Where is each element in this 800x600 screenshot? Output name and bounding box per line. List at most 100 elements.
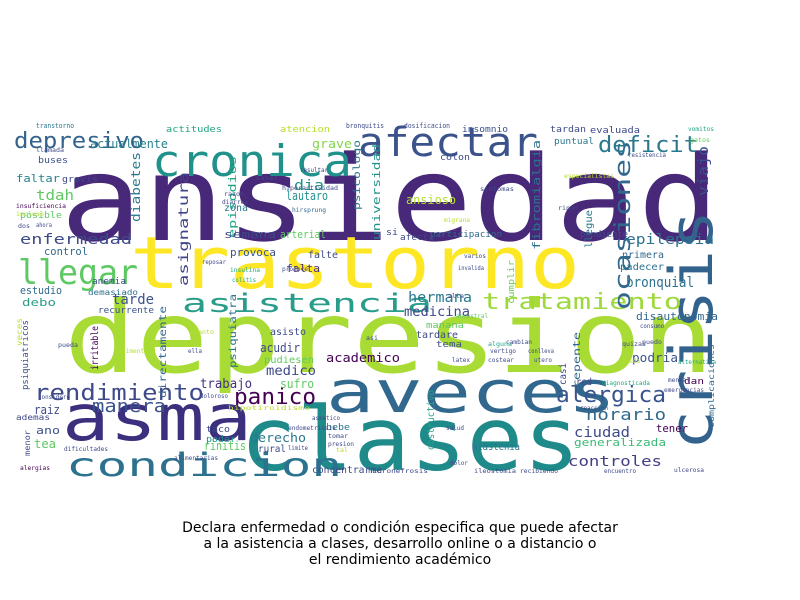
cloud-word-tea: tea: [34, 437, 56, 451]
cloud-word-bebe: bebe: [326, 423, 350, 433]
caption-line-2: a la asistencia a clases, desarrollo onl…: [203, 536, 597, 552]
figure-caption: Declara enfermedad o condición especific…: [150, 520, 650, 568]
cloud-word-migrana: migrana: [444, 217, 470, 224]
cloud-word-ansiedad: ansiedad: [60, 130, 720, 268]
cloud-word-posible: posible: [20, 211, 62, 221]
cloud-word-asmatico: asmatico: [312, 415, 340, 422]
cloud-word-obstructivo: obstructivo: [426, 390, 437, 450]
cloud-word-dos: dos: [18, 223, 30, 230]
cloud-word-raiz: raiz: [34, 403, 60, 417]
cloud-word-depresion: depresion: [64, 279, 714, 396]
cloud-word-conlleva: conlleva: [528, 348, 554, 355]
cloud-word-ancestral: ancestral: [456, 313, 488, 320]
cloud-word-trabajo: trabajo: [200, 377, 252, 392]
cloud-word-varios: varios: [464, 253, 486, 260]
cloud-word-bronquitis: bronquitis: [346, 122, 384, 130]
cloud-word-anemia: anemia: [92, 277, 126, 287]
cloud-word-grave: grave: [312, 137, 352, 151]
cloud-word-psiquiatra: psiquiatra: [228, 294, 239, 368]
cloud-word-deficit: deficit: [598, 133, 698, 158]
cloud-word-ileostomia: ileostomia: [474, 468, 516, 475]
cloud-word-ano: ano: [36, 424, 60, 437]
cloud-word-actualmente: actualmente: [90, 137, 168, 151]
cloud-word-razon: razon: [224, 191, 244, 198]
cloud-word-medicina: medicina: [404, 305, 470, 320]
cloud-word-epilepsia: epilepsia: [626, 232, 714, 248]
cloud-word-alergias: alergias: [20, 465, 50, 472]
cloud-word-latex: latex: [452, 357, 470, 364]
cloud-word-hermana: hermana: [408, 290, 472, 306]
cloud-word-asisto: asisto: [270, 327, 306, 338]
cloud-word-alimentarias: alimentarias: [174, 455, 218, 462]
cloud-word-insuficiencia: insuficiencia: [16, 203, 66, 210]
cloud-word-taco: taco: [206, 425, 230, 435]
cloud-word-dificultades: dificultades: [64, 446, 108, 453]
cloud-word-tardare: tardare: [416, 330, 458, 341]
cloud-word-tardan: tardan: [550, 125, 586, 135]
cloud-word-cumplir: cumplir: [507, 259, 517, 304]
cloud-word-salud: salud: [446, 425, 464, 432]
cloud-word-controles: controles: [568, 454, 662, 470]
cloud-word-tal: tal: [336, 447, 348, 454]
cloud-word-condicion: condicion: [66, 446, 342, 484]
cloud-word-gravis: gravis: [62, 175, 98, 185]
cloud-word-si: si: [386, 228, 398, 238]
cloud-word-rendimiento: rendimiento: [34, 381, 204, 406]
cloud-word-dan: dan: [684, 377, 704, 387]
cloud-word-ahora: ahora: [36, 222, 52, 229]
cloud-word-alta: alta: [448, 293, 464, 300]
cloud-word-medico: medico: [266, 364, 316, 379]
cloud-word-colitis: colitis: [232, 277, 256, 284]
cloud-word-puedo: puedo: [642, 339, 662, 346]
cloud-word-bronquial: bronquial: [626, 275, 694, 291]
cloud-word-complicaciones: complicaciones: [707, 344, 716, 428]
cloud-word-resultar: resultar: [300, 167, 328, 174]
cloud-word-alguna: alguna: [488, 341, 512, 348]
cloud-word-produce: produce: [282, 266, 308, 273]
cloud-word-faltar: faltar: [16, 172, 60, 185]
cloud-word-asi: asi: [366, 335, 378, 342]
cloud-word-especialistas: especialistas: [564, 173, 614, 180]
cloud-word-zona: zona: [224, 203, 248, 214]
cloud-word-afecta: afecta: [400, 233, 434, 243]
cloud-word-recurrente: recurrente: [98, 306, 154, 316]
cloud-word-falta: falta: [286, 262, 320, 275]
cloud-word-poder: poder: [206, 435, 237, 445]
cloud-word-pendiente: pendiente: [580, 230, 628, 240]
cloud-word-actitudes: actitudes: [166, 125, 222, 135]
cloud-word-generalizada: generalizada: [574, 436, 666, 449]
cloud-word-semana: semana: [224, 228, 276, 241]
cloud-word-psiquiatricos: psiquiatricos: [21, 320, 31, 390]
cloud-word-insomnio: insomnio: [462, 125, 508, 135]
cloud-word-trastorno: trastorno: [130, 221, 580, 305]
cloud-word-crisis: crisis: [657, 210, 727, 450]
cloud-word-ademas: ademas: [16, 413, 50, 422]
cloud-word-provoca: provoca: [230, 246, 276, 259]
cloud-word-evaluada: evaluada: [590, 126, 640, 136]
cloud-word-rural: rural: [258, 444, 286, 455]
cloud-word-llegar: llegar: [18, 253, 138, 293]
cloud-word-quizas: quizas: [622, 341, 646, 348]
cloud-word-diabetes: diabetes: [129, 152, 143, 222]
cloud-word-aveces: aveces: [326, 358, 616, 426]
cloud-word-incluso: incluso: [16, 211, 44, 218]
cloud-word-utero: utero: [534, 357, 552, 364]
cloud-word-participacion: participacion: [430, 230, 502, 240]
cloud-word-acudir: acudir: [260, 341, 300, 355]
cloud-word-miastenia: miastenia: [472, 442, 520, 453]
cloud-word-asma: asma: [62, 382, 252, 456]
cloud-word-encuentro: encuentro: [604, 468, 636, 475]
cloud-word-ansioso: ansioso: [406, 193, 456, 207]
cloud-word-hidronefrosis: hidronefrosis: [368, 468, 428, 475]
cloud-word-manera: manera: [92, 396, 166, 417]
cloud-word-episodios: episodios: [226, 156, 239, 238]
cloud-word-fibromialgia: fibromialgia: [530, 140, 543, 250]
caption-line-1: Declara enfermedad o condición especific…: [182, 520, 618, 536]
cloud-word-alternativa: alternativa: [678, 359, 716, 366]
cloud-word-emergencias: emergencias: [664, 387, 704, 394]
cloud-word-demasiado: demasiado: [88, 288, 138, 297]
cloud-word-horario: horario: [586, 405, 666, 424]
cloud-word-debo: debo: [22, 296, 56, 309]
cloud-word-directamente: directamente: [158, 306, 169, 398]
